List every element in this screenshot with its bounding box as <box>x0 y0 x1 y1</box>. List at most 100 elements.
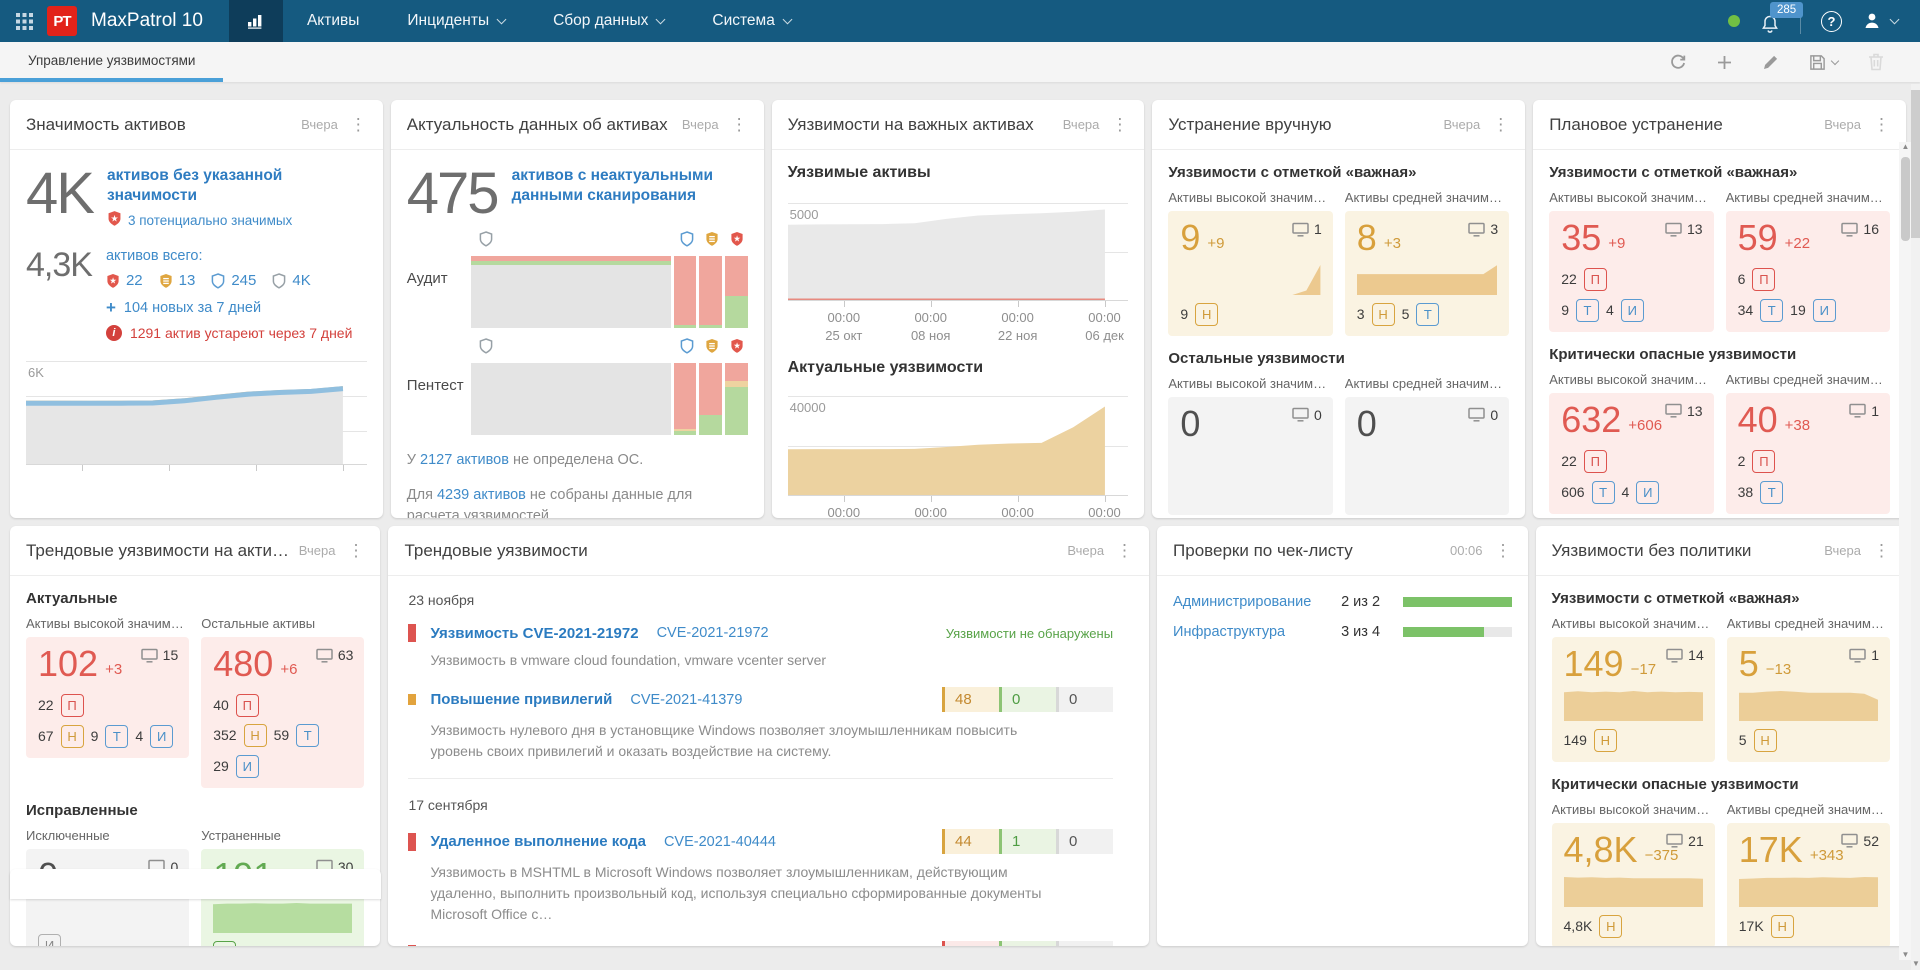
tile-value: 0 <box>1356 402 1377 444</box>
vuln-stat-cell: 0 <box>1056 941 1114 946</box>
metric-tile[interactable]: Активы высокой значим… 21 4,8K −375 4,8K Н <box>1551 802 1715 946</box>
scan-freshness-charts: ★ Аудит ★ Пентест <box>406 231 748 436</box>
status-badge-П: П <box>1583 267 1607 291</box>
widget-menu-button[interactable]: ⋮ <box>730 115 748 134</box>
checklist-link[interactable]: Инфраструктура <box>1173 624 1286 640</box>
affected-hosts: 0 <box>1292 407 1322 423</box>
tile-delta: −375 <box>1644 846 1679 864</box>
widget-menu-button[interactable]: ⋮ <box>1116 541 1134 560</box>
tile-value: 9 <box>1180 217 1201 258</box>
nav-system[interactable]: Система <box>688 0 814 42</box>
asset-count-red[interactable]: ★ 22 <box>106 272 143 289</box>
tile-delta: +38 <box>1784 416 1811 434</box>
metric-tile[interactable]: Активы средней значим… 1 40 +38 2 П 38 Т <box>1725 372 1890 514</box>
section-heading: Остальные уязвимости <box>1168 349 1345 367</box>
tile-value: 5 <box>1738 643 1759 684</box>
big-number-label[interactable]: активов с неактуальными данными сканиров… <box>511 167 713 205</box>
tile-sparkline <box>1738 690 1878 721</box>
tile-label: Активы высокой значим… <box>1549 371 1707 387</box>
scrollbar-thumb[interactable] <box>1911 90 1920 238</box>
metric-tile[interactable]: Активы средней значим… 0 0 <box>1344 376 1510 515</box>
scan-type-label: Пентест <box>406 377 464 395</box>
widget-menu-button[interactable]: ⋮ <box>349 115 367 134</box>
help-button[interactable]: ? <box>1821 10 1842 32</box>
metric-tile[interactable]: Активы высокой значим… 13 35 +9 22 П 9 Т 4 И <box>1549 190 1714 332</box>
refresh-button[interactable] <box>1669 53 1687 71</box>
vuln-title-link[interactable]: Удаленное выполнение кода <box>430 833 646 850</box>
checklist-link[interactable]: Администрирование <box>1173 594 1312 610</box>
affected-hosts: 0 <box>1468 407 1498 423</box>
not-detected-label: Уязвимости не обнаружены <box>945 625 1114 641</box>
cve-link[interactable]: CVE-2021-21972 <box>656 625 769 641</box>
tile-sparkline <box>1356 264 1498 295</box>
metric-tile[interactable]: Активы высокой значим… 15 102 +3 22 П 67 Н 9 Т… <box>26 616 190 788</box>
svg-text:★: ★ <box>110 214 118 224</box>
nav-incidents[interactable]: Инциденты <box>383 0 529 42</box>
metric-tile[interactable]: Активы средней значим… 52 17K +343 17K Н <box>1726 802 1890 946</box>
cve-link[interactable]: CVE-2021-40444 <box>663 833 776 850</box>
significance-counts: ★ 22 13 245 4K <box>106 272 352 289</box>
nav-data-collection[interactable]: Сбор данных <box>529 0 688 42</box>
metric-tile[interactable]: Активы средней значим… 16 59 +22 6 П 34 Т 19 И <box>1725 190 1890 332</box>
vuln-title-link[interactable]: Повышение привилегий <box>430 691 613 708</box>
badge-count: 5 <box>1401 306 1410 323</box>
dashboards-nav-item[interactable] <box>228 0 283 42</box>
notifications-button[interactable]: 285 <box>1760 2 1804 34</box>
scan-coverage-row[interactable]: Пентест <box>406 363 748 436</box>
new-assets-link[interactable]: 104 новых за 7 дней <box>123 299 262 316</box>
pt-logo[interactable]: PT <box>47 6 77 36</box>
tile-value: 40 <box>1737 398 1778 440</box>
badge-count: 606 <box>1561 484 1585 501</box>
delete-button[interactable] <box>1868 53 1884 71</box>
asset-count-blue[interactable]: 245 <box>211 272 256 289</box>
vuln-stat-cell: 89 <box>942 941 1000 946</box>
user-menu[interactable] <box>1862 11 1900 31</box>
tile-value: 0 <box>1180 402 1201 444</box>
add-widget-button[interactable] <box>1717 55 1732 70</box>
widget-menu-button[interactable]: ⋮ <box>1492 115 1510 134</box>
assets-link[interactable]: 2127 активов <box>420 452 509 469</box>
vuln-title-link[interactable]: Удаленное выполнение кода <box>430 945 645 946</box>
potentially-significant-link[interactable]: 3 потенциально значимых <box>127 212 293 228</box>
total-label: активов всего: <box>105 248 203 265</box>
chevron-down-icon <box>1889 14 1900 25</box>
metric-tile[interactable]: Остальные активы 63 480 +6 40 П 352 Н 59 Т 29 И <box>201 616 365 788</box>
status-badge-Т: Т <box>1591 480 1615 504</box>
affected-hosts: 15 <box>140 647 178 663</box>
widget-menu-button[interactable]: ⋮ <box>1872 541 1890 560</box>
tile-label: Активы высокой значим… <box>26 616 184 631</box>
assets-link[interactable]: 4239 активов <box>436 487 526 504</box>
os-note: У 2127 активов не определена ОС. <box>406 452 644 469</box>
svg-text:★: ★ <box>733 234 741 244</box>
vuln-title-link[interactable]: Уязвимость CVE-2021-21972 <box>430 624 639 642</box>
big-number-label[interactable]: активов без указанной значимости <box>106 167 283 205</box>
metric-tile[interactable]: Активы высокой значим… 13 632 +606 22 П 606… <box>1549 371 1714 514</box>
asset-count-gray[interactable]: 4K <box>272 272 311 289</box>
page-scrollbar[interactable]: ▼ <box>1911 84 1920 970</box>
severity-icon <box>408 694 417 705</box>
shield-gray-icon <box>479 231 493 247</box>
affected-hosts: 1 <box>1849 647 1879 663</box>
cve-link[interactable]: CVE-2021-41379 <box>630 691 743 708</box>
widget-menu-button[interactable]: ⋮ <box>1111 115 1129 134</box>
asset-count-yellow[interactable]: 13 <box>159 272 195 289</box>
apps-grid-icon[interactable] <box>16 12 33 30</box>
widget-menu-button[interactable]: ⋮ <box>1494 541 1512 560</box>
scan-coverage-row[interactable]: Аудит <box>407 256 748 329</box>
widget-menu-button[interactable]: ⋮ <box>347 541 365 560</box>
nav-assets[interactable]: Активы <box>306 12 360 29</box>
cve-link[interactable]: CVE-2020-0646 <box>664 946 768 947</box>
y-axis-label: 40000 <box>789 400 826 415</box>
tab-vulnerability-management[interactable]: Управление уязвимостями <box>0 42 224 82</box>
tile-delta: +3 <box>1383 234 1401 252</box>
metric-tile[interactable]: Активы высокой значим… 14 149 −17 149 Н <box>1551 616 1715 762</box>
widget-menu-button[interactable]: ⋮ <box>1872 115 1890 134</box>
edit-button[interactable] <box>1762 54 1779 71</box>
metric-tile[interactable]: Активы высокой значим… 0 0 <box>1168 376 1333 515</box>
tile-value: 4,8K <box>1563 828 1638 870</box>
save-button[interactable] <box>1809 54 1840 71</box>
shield-red-icon: ★ <box>730 232 743 246</box>
